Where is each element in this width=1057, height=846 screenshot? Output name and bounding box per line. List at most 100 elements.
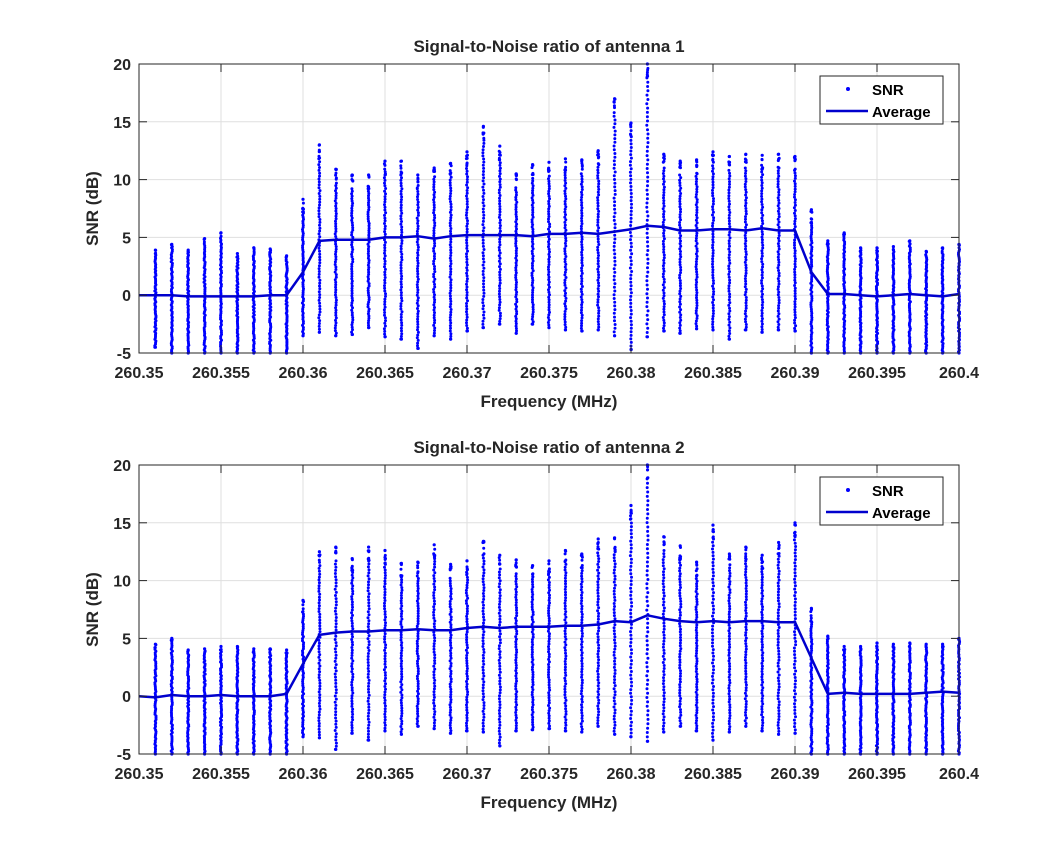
snr-point [630, 252, 634, 256]
snr-point [514, 208, 518, 211]
snr-point [449, 286, 453, 290]
snr-point [793, 305, 797, 309]
snr-point [547, 245, 550, 249]
snr-point [547, 189, 551, 193]
snr-point [367, 309, 371, 313]
snr-point [580, 253, 584, 257]
snr-point [777, 317, 781, 321]
snr-point [613, 315, 616, 319]
snr-point [383, 265, 386, 269]
snr-point [531, 215, 535, 219]
snr-point [679, 244, 683, 248]
snr-point [481, 229, 485, 233]
snr-point [612, 159, 616, 163]
snr-point [383, 189, 387, 193]
snr-point [252, 246, 256, 250]
snr-point [383, 671, 387, 675]
snr-point [465, 685, 469, 689]
snr-point [514, 713, 518, 717]
snr-point [547, 247, 551, 251]
snr-point [334, 222, 338, 226]
snr-point [564, 244, 568, 248]
snr-point [678, 329, 682, 333]
snr-point [334, 650, 338, 654]
snr-point [497, 741, 501, 745]
snr-point [383, 254, 387, 258]
snr-point [433, 547, 437, 551]
snr-point [416, 211, 420, 215]
snr-point [547, 207, 551, 211]
snr-point [810, 318, 814, 322]
snr-point [317, 566, 321, 570]
snr-point [333, 562, 337, 566]
snr-point [465, 235, 469, 239]
snr-point [399, 184, 403, 188]
snr-point [367, 194, 370, 198]
snr-point [793, 284, 797, 287]
snr-point [367, 261, 371, 265]
snr-point [350, 662, 354, 666]
snr-point [514, 251, 518, 255]
snr-point [612, 215, 616, 219]
snr-point [580, 219, 584, 223]
snr-point [482, 615, 485, 619]
snr-point [629, 234, 633, 238]
snr-point [498, 732, 502, 736]
snr-point [481, 238, 485, 242]
snr-point [334, 167, 338, 171]
snr-point [514, 331, 518, 335]
snr-point [711, 188, 714, 192]
snr-point [317, 575, 321, 579]
snr-point [661, 316, 665, 319]
snr-point [498, 597, 502, 600]
x-tick-label: 260.36 [279, 365, 328, 382]
snr-point [662, 193, 666, 197]
snr-point [416, 594, 420, 598]
snr-point [449, 618, 453, 622]
snr-point [662, 248, 666, 251]
snr-point [629, 255, 633, 259]
snr-point [646, 74, 650, 78]
snr-point [366, 302, 370, 306]
snr-point [596, 162, 600, 166]
snr-point [564, 299, 568, 303]
snr-point [317, 587, 321, 590]
snr-point [334, 744, 338, 748]
snr-point [645, 335, 650, 339]
snr-point [629, 153, 633, 157]
snr-point [793, 176, 797, 180]
snr-point [481, 671, 485, 675]
snr-point [318, 258, 322, 262]
snr-point [383, 200, 387, 204]
snr-point [432, 690, 436, 694]
snr-point [662, 191, 666, 194]
snr-point [514, 682, 518, 686]
snr-point [777, 212, 781, 216]
snr-point [515, 300, 519, 304]
snr-point [465, 713, 469, 717]
snr-point [367, 307, 371, 311]
snr-point [547, 204, 551, 208]
snr-point [497, 306, 501, 310]
snr-point [629, 309, 633, 312]
snr-point [711, 320, 715, 324]
snr-point [301, 210, 305, 214]
snr-point [366, 263, 370, 267]
snr-point [793, 321, 797, 325]
snr-point [350, 286, 354, 290]
snr-point [351, 592, 355, 596]
snr-point [760, 317, 764, 321]
snr-point [547, 202, 551, 206]
snr-point [498, 158, 502, 162]
snr-point [547, 237, 551, 241]
snr-point [318, 693, 322, 697]
snr-point [366, 616, 370, 620]
snr-point [334, 710, 338, 714]
snr-point [596, 292, 600, 296]
snr-point [334, 196, 338, 200]
snr-point [449, 693, 453, 696]
snr-point [317, 650, 321, 654]
snr-point [318, 592, 322, 596]
snr-point [465, 583, 469, 587]
snr-point [448, 600, 452, 603]
